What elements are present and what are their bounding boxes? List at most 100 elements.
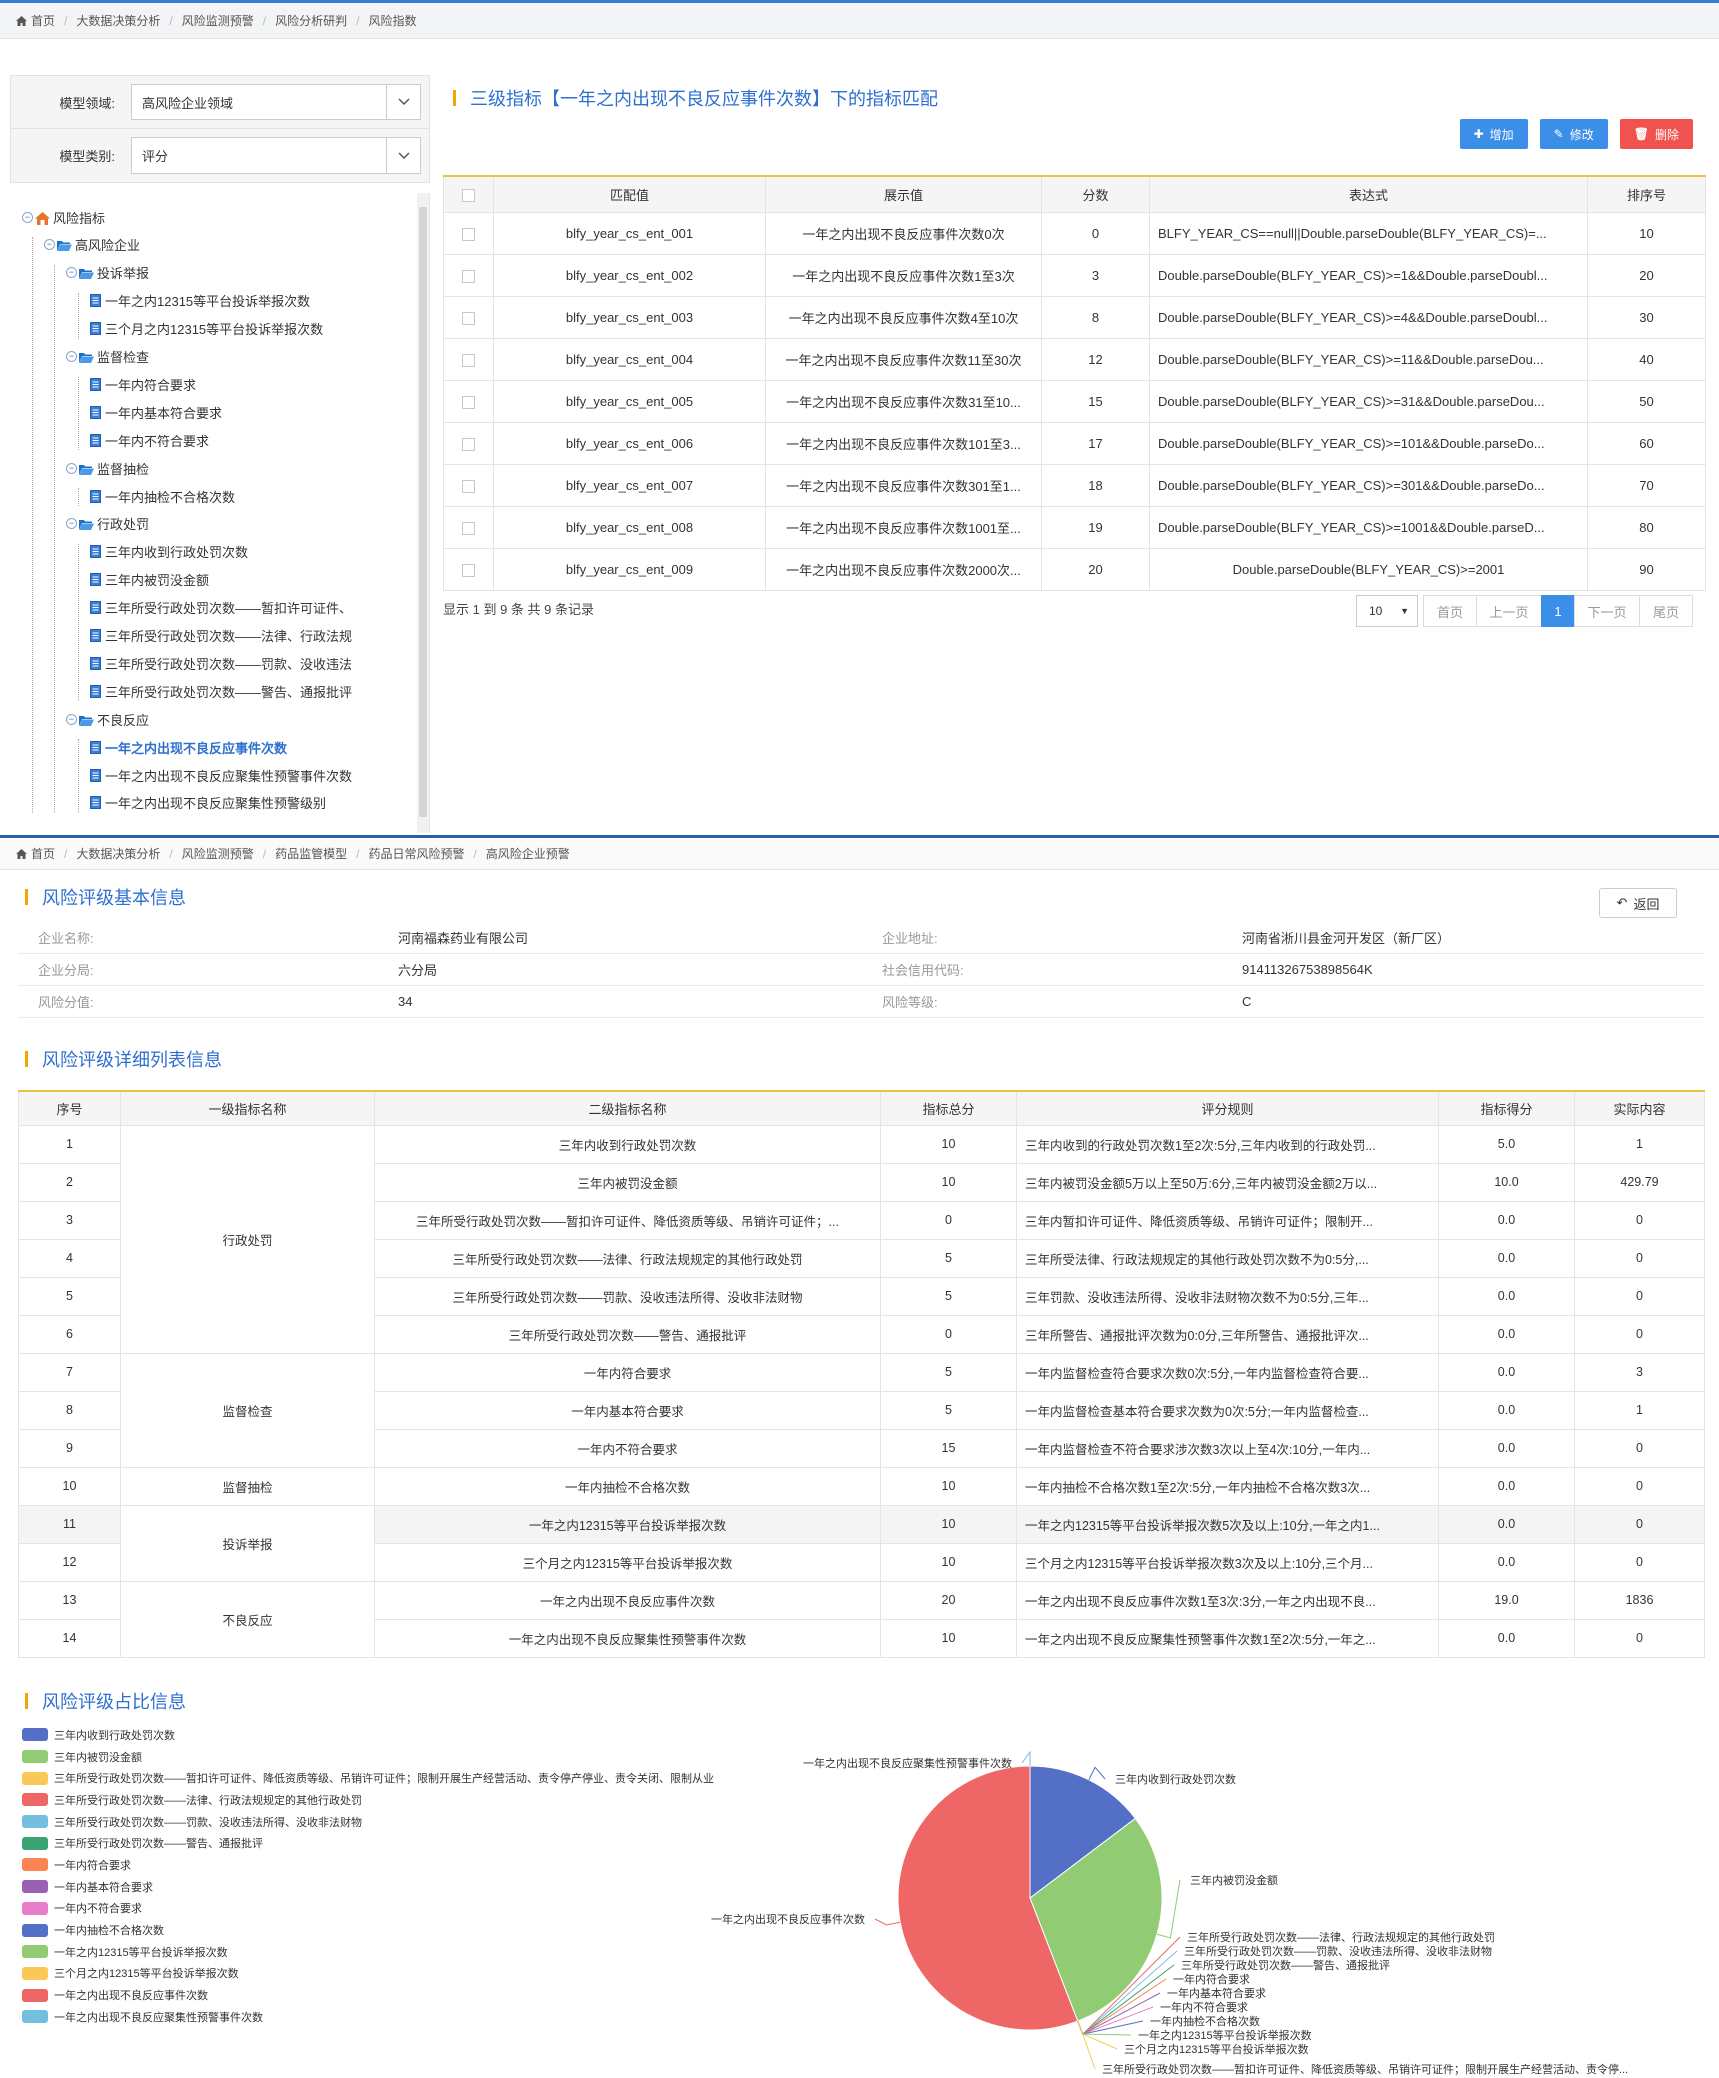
legend-item[interactable]: 三年所受行政处罚次数——暂扣许可证件、降低资质等级、吊销许可证件；限制开展生产经… — [22, 1767, 714, 1789]
legend-item[interactable]: 一年内抽检不合格次数 — [22, 1919, 714, 1941]
row-checkbox[interactable] — [443, 211, 494, 255]
table-row[interactable]: blfy_year_cs_ent_007 一年之内出现不良反应事件次数301至1.… — [443, 463, 1706, 507]
table-row[interactable]: blfy_year_cs_ent_005 一年之内出现不良反应事件次数31至10.… — [443, 379, 1706, 423]
collapse-toggle-icon[interactable]: − — [44, 239, 55, 251]
row-checkbox[interactable] — [443, 379, 494, 423]
legend-item[interactable]: 三年所受行政处罚次数——罚款、没收违法所得、没收非法财物 — [22, 1811, 714, 1833]
legend-item[interactable]: 三年所受行政处罚次数——法律、行政法规规定的其他行政处罚 — [22, 1789, 714, 1811]
breadcrumb-item[interactable]: 风险分析研判 — [275, 12, 347, 29]
legend-item[interactable]: 一年内不符合要求 — [22, 1898, 714, 1920]
model-domain-select[interactable]: 高风险企业领域 — [131, 84, 421, 120]
legend-item[interactable]: 一年内基本符合要求 — [22, 1876, 714, 1898]
row-checkbox[interactable] — [443, 463, 494, 507]
tree-node[interactable]: 三年所受行政处罚次数——暂扣许可证件、 — [90, 597, 352, 619]
row-checkbox[interactable] — [443, 547, 494, 591]
tree-node[interactable]: 三年所受行政处罚次数——罚款、没收违法 — [90, 652, 352, 674]
page-1-button[interactable]: 1 — [1541, 595, 1575, 627]
collapse-toggle-icon[interactable]: − — [66, 351, 77, 362]
tree-node[interactable]: 一年内基本符合要求 — [90, 401, 222, 423]
tree-node[interactable]: − 高风险企业 — [44, 234, 140, 256]
table-row[interactable]: 14 一年之内出现不良反应聚集性预警事件次数 10 一年之内出现不良反应聚集性预警事件… — [18, 1618, 1705, 1658]
tree-node[interactable]: 三年内被罚没金额 — [90, 569, 209, 591]
row-checkbox[interactable] — [443, 253, 494, 297]
breadcrumb-item[interactable]: 药品日常风险预警 — [368, 845, 464, 862]
breadcrumb-item[interactable]: 大数据决策分析 — [76, 845, 160, 862]
breadcrumb-item[interactable]: 大数据决策分析 — [76, 12, 160, 29]
collapse-toggle-icon[interactable]: − — [66, 518, 77, 530]
tree-node[interactable]: 一年之内出现不良反应事件次数 — [90, 736, 287, 758]
seq-cell: 1 — [18, 1124, 121, 1164]
collapse-toggle-icon[interactable]: − — [22, 211, 33, 223]
tree-node[interactable]: − 不良反应 — [66, 708, 149, 730]
first-page-button[interactable]: 首页 — [1423, 595, 1477, 627]
legend-item[interactable]: 一年之内12315等平台投诉举报次数 — [22, 1941, 714, 1963]
legend-item[interactable]: 一年之内出现不良反应事件次数 — [22, 1984, 714, 2006]
row-checkbox[interactable] — [443, 337, 494, 381]
legend-item[interactable]: 三个月之内12315等平台投诉举报次数 — [22, 1963, 714, 1985]
table-row[interactable]: 12 三个月之内12315等平台投诉举报次数 10 三个月之内12315等平台投诉举报… — [18, 1542, 1705, 1582]
last-page-button[interactable]: 尾页 — [1639, 595, 1693, 627]
table-row[interactable]: blfy_year_cs_ent_009 一年之内出现不良反应事件次数2000次.… — [443, 547, 1706, 591]
tree-node[interactable]: 一年内符合要求 — [90, 373, 196, 395]
collapse-toggle-icon[interactable]: − — [66, 267, 77, 279]
breadcrumb-item[interactable]: 药品监管模型 — [275, 845, 347, 862]
collapse-toggle-icon[interactable]: − — [66, 713, 77, 725]
legend-item[interactable]: 一年内符合要求 — [22, 1854, 714, 1876]
tree-node[interactable]: 一年之内出现不良反应聚集性预警事件次数 — [90, 764, 352, 786]
tree-node[interactable]: 一年内不符合要求 — [90, 429, 209, 451]
legend-item[interactable]: 三年内被罚没金额 — [22, 1746, 714, 1768]
pie-slice[interactable] — [897, 1765, 1079, 2031]
row-checkbox[interactable] — [443, 421, 494, 465]
page-size-select[interactable]: 10 ▼ — [1356, 595, 1418, 627]
table-row[interactable]: blfy_year_cs_ent_004 一年之内出现不良反应事件次数11至30次… — [443, 337, 1706, 381]
tree-node[interactable]: − 监督检查 — [66, 346, 149, 368]
tree-node[interactable]: 三年所受行政处罚次数——警告、通报批评 — [90, 680, 352, 702]
breadcrumb-item[interactable]: 高风险企业预警 — [486, 845, 570, 862]
tree-node[interactable]: 三年所受行政处罚次数——法律、行政法规 — [90, 625, 352, 647]
legend-item[interactable]: 三年所受行政处罚次数——警告、通报批评 — [22, 1832, 714, 1854]
tree-node[interactable]: − 监督抽检 — [66, 457, 149, 479]
tree-scrollbar[interactable] — [417, 193, 429, 833]
table-row[interactable]: 9 一年内不符合要求 15 一年内监督检查不符合要求涉次数3次以上至4次:10分,一年… — [18, 1428, 1705, 1468]
table-row[interactable]: 3 三年所受行政处罚次数——暂扣许可证件、降低资质等级、吊销许可证件；... 0 三年… — [18, 1200, 1705, 1240]
legend-item[interactable]: 一年之内出现不良反应聚集性预警事件次数 — [22, 2006, 714, 2028]
delete-button[interactable]: 🗑 删除 — [1619, 119, 1693, 149]
next-page-button[interactable]: 下一页 — [1574, 595, 1640, 627]
tree-node[interactable]: 一年之内12315等平台投诉举报次数 — [90, 290, 310, 312]
table-row[interactable]: blfy_year_cs_ent_006 一年之内出现不良反应事件次数101至3.… — [443, 421, 1706, 465]
chart-legend: 三年内收到行政处罚次数 三年内被罚没金额 三年所受行政处罚次数——暂扣许可证件、降低… — [22, 1724, 714, 2028]
row-checkbox[interactable] — [443, 505, 494, 549]
table-row[interactable]: blfy_year_cs_ent_001 一年之内出现不良反应事件次数0次 0 BLF… — [443, 211, 1706, 255]
add-button[interactable]: ✚ 增加 — [1459, 119, 1528, 149]
tree-node[interactable]: 一年内抽检不合格次数 — [90, 485, 235, 507]
table-row[interactable]: 11 投诉举报 一年之内12315等平台投诉举报次数 10 一年之内12315等平台投诉… — [18, 1504, 1705, 1582]
table-row[interactable]: blfy_year_cs_ent_003 一年之内出现不良反应事件次数4至10次 8… — [443, 295, 1706, 339]
tree-node[interactable]: − 风险指标 — [22, 206, 105, 228]
table-row[interactable]: 1 行政处罚 三年内收到行政处罚次数 10 三年内收到的行政处罚次数1至2次:5分,三年… — [18, 1124, 1705, 1354]
breadcrumb-item[interactable]: 首页 — [16, 12, 55, 29]
tree-node[interactable]: − 行政处罚 — [66, 513, 149, 535]
collapse-toggle-icon[interactable]: − — [66, 462, 77, 474]
breadcrumb-item[interactable]: 风险指数 — [368, 12, 416, 29]
prev-page-button[interactable]: 上一页 — [1476, 595, 1542, 627]
tree-node[interactable]: 三年内收到行政处罚次数 — [90, 541, 248, 563]
breadcrumb-item[interactable]: 风险监测预警 — [182, 12, 254, 29]
table-row[interactable]: blfy_year_cs_ent_002 一年之内出现不良反应事件次数1至3次 3 D… — [443, 253, 1706, 297]
scrollbar-thumb[interactable] — [419, 207, 427, 817]
pie-slice[interactable] — [1029, 1765, 1137, 1900]
breadcrumb-item[interactable]: 风险监测预警 — [182, 845, 254, 862]
model-category-select[interactable]: 评分 — [131, 137, 421, 174]
table-row[interactable]: 8 一年内基本符合要求 5 一年内监督检查基本符合要求次数为0次:5分;一年内监督检查… — [18, 1390, 1705, 1430]
legend-item[interactable]: 三年内收到行政处罚次数 — [22, 1724, 714, 1746]
breadcrumb-item[interactable]: 首页 — [16, 845, 55, 862]
table-row[interactable]: blfy_year_cs_ent_008 一年之内出现不良反应事件次数1001至.… — [443, 505, 1706, 549]
tree-node[interactable]: 三个月之内12315等平台投诉举报次数 — [90, 318, 323, 340]
tree-node[interactable]: 一年之内出现不良反应聚集性预警级别 — [90, 792, 326, 814]
edit-button[interactable]: ✎ 修改 — [1539, 119, 1608, 149]
table-row[interactable]: 5 三年所受行政处罚次数——罚款、没收违法所得、没收非法财物 5 三年罚款、没收违法所… — [18, 1276, 1705, 1316]
row-checkbox[interactable] — [443, 295, 494, 339]
back-button[interactable]: ↶ 返回 — [1599, 888, 1677, 918]
tree-node[interactable]: − 投诉举报 — [66, 262, 149, 284]
table-row[interactable]: 7 监督检查 一年内符合要求 5 一年内监督检查符合要求次数0次:5分,一年内监督检查符… — [18, 1352, 1705, 1468]
select-all-checkbox[interactable] — [443, 175, 494, 213]
